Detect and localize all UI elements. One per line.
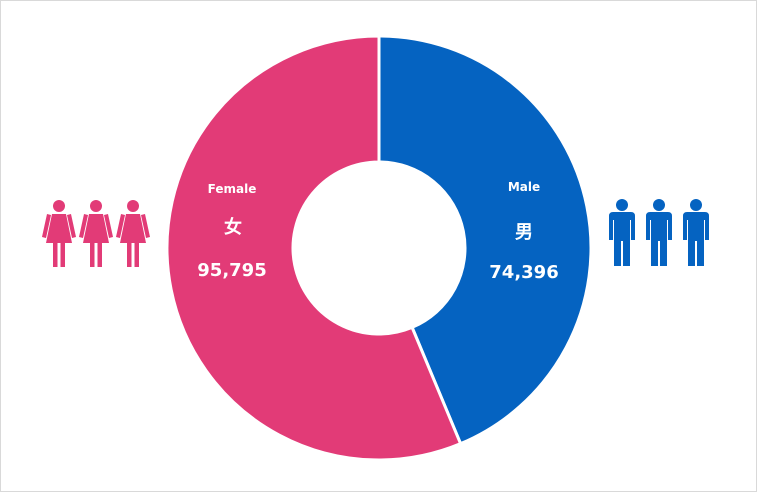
slice-female (165, 34, 463, 462)
female-icons-group (42, 200, 150, 267)
male-icons-group (609, 199, 709, 266)
female-person-icon (42, 200, 76, 267)
female-person-icon (116, 200, 150, 267)
male-person-icon (646, 199, 672, 266)
female-value-label: 95,795 (197, 260, 266, 281)
slices-group (165, 34, 593, 462)
female-person-icon (79, 200, 113, 267)
male-value-label: 74,396 (489, 262, 558, 283)
slice-male (377, 34, 593, 446)
male-person-icon (683, 199, 709, 266)
female-char-label: 女 (224, 216, 242, 238)
male-person-icon (609, 199, 635, 266)
male-char-label: 男 (515, 222, 533, 243)
female-name-label: Female (208, 182, 257, 196)
male-name-label: Male (508, 180, 540, 194)
